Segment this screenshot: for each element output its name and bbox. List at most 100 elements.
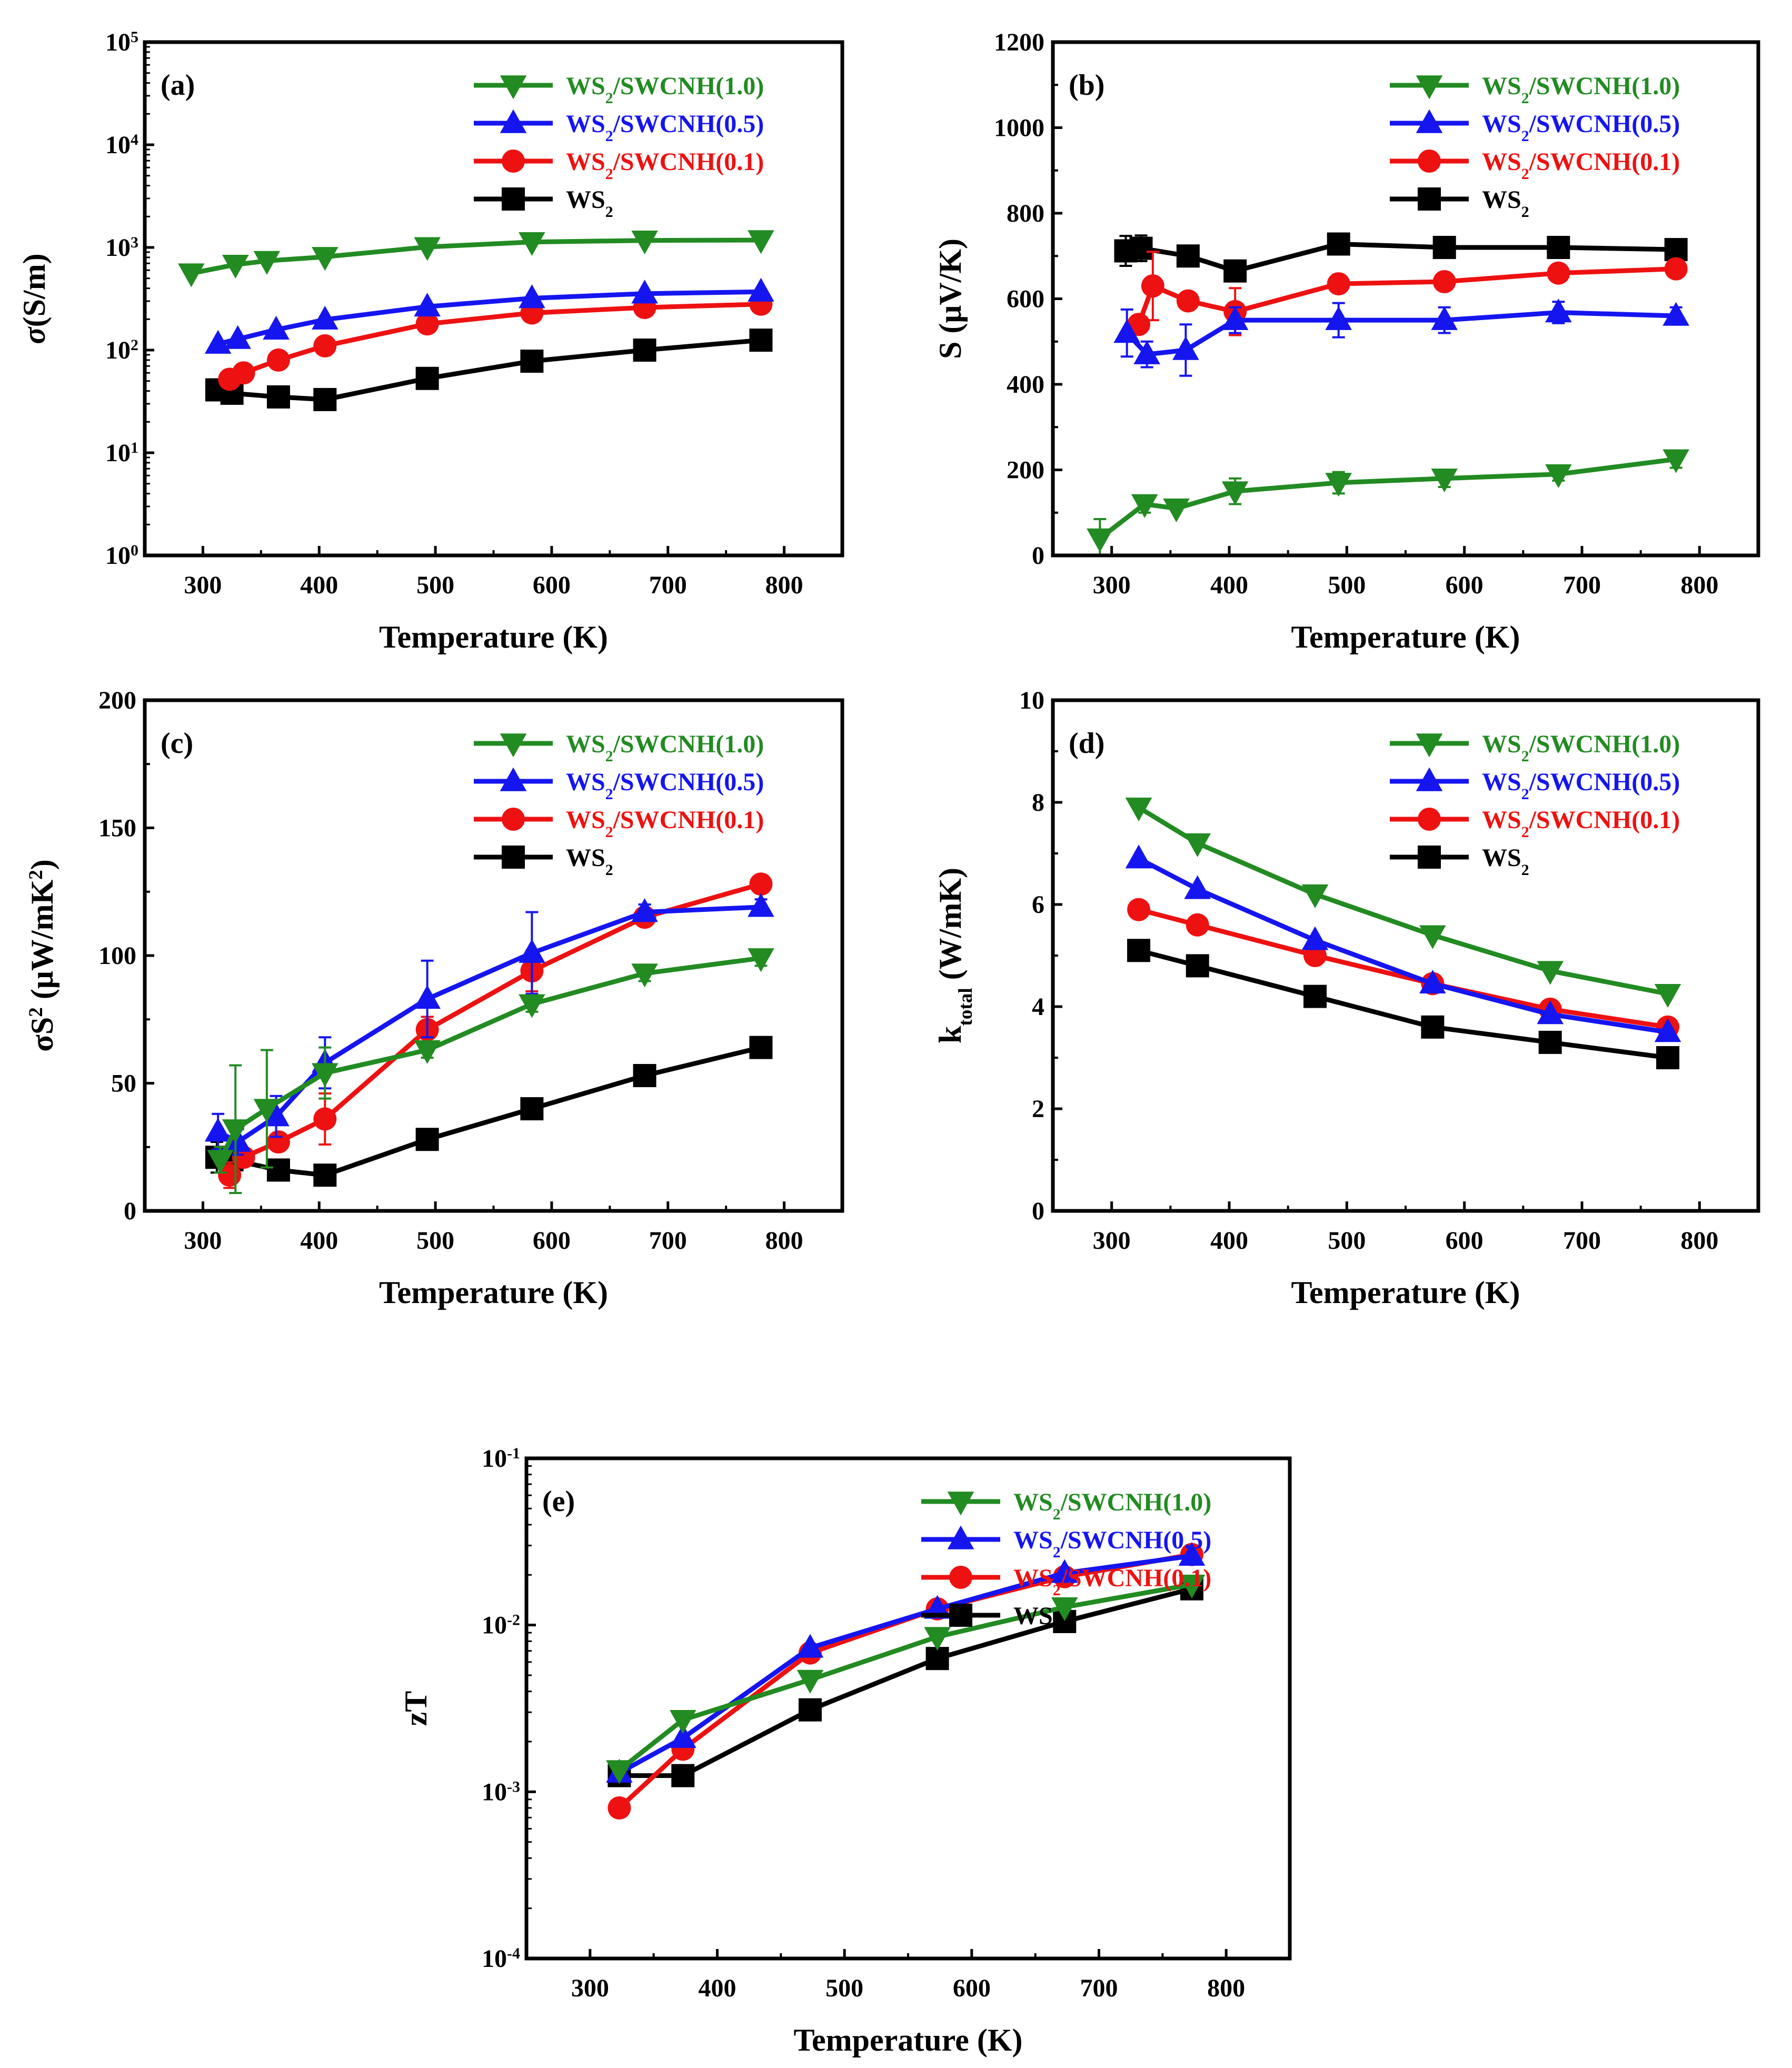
data-point xyxy=(1419,969,1446,994)
series-line xyxy=(216,337,761,402)
data-point xyxy=(253,1099,281,1123)
data-point xyxy=(1051,1597,1078,1622)
legend-marker xyxy=(500,767,527,791)
legend-label: WS2/SWCNH(0.5) xyxy=(566,110,764,145)
data-point xyxy=(1221,481,1249,505)
y-tick-label: 101 xyxy=(105,439,138,468)
data-point xyxy=(178,263,205,287)
data-point xyxy=(1186,954,1209,978)
data-point xyxy=(633,339,656,362)
legend-marker xyxy=(949,1566,972,1589)
data-point xyxy=(414,237,441,261)
legend: WS2/SWCNH(1.0)WS2/SWCNH(0.5)WS2/SWCNH(0.… xyxy=(921,1488,1211,1637)
legend-label: WS2/SWCNH(0.1) xyxy=(1482,806,1680,841)
x-tick-label: 300 xyxy=(1093,571,1131,599)
data-point xyxy=(204,1118,232,1142)
x-tick-label: 400 xyxy=(1210,571,1248,599)
x-tick-label: 600 xyxy=(1446,1227,1484,1255)
data-point xyxy=(1301,884,1329,908)
y-tick-label: 0 xyxy=(1032,1197,1044,1225)
y-tick-label: 600 xyxy=(1007,285,1044,313)
series-ws2-swcnh-0-1 xyxy=(218,292,773,391)
plot-frame xyxy=(524,1456,1292,1961)
data-point xyxy=(224,325,251,349)
y-tick-label: 103 xyxy=(105,234,138,262)
y-tick-label: 1200 xyxy=(994,28,1044,56)
data-point xyxy=(748,948,774,972)
data-point xyxy=(207,1150,234,1174)
legend-label: WS2/SWCNH(0.5) xyxy=(1013,1526,1211,1561)
data-point xyxy=(415,1128,439,1151)
y-tick-label: 10-1 xyxy=(482,1445,520,1473)
data-point xyxy=(1184,833,1211,857)
data-point xyxy=(1301,926,1329,950)
panel-label: (a) xyxy=(161,69,195,102)
series-ws2 xyxy=(608,1577,1203,1787)
y-tick-label: 105 xyxy=(105,28,138,57)
legend-marker xyxy=(1416,767,1443,791)
x-tick-label: 500 xyxy=(1328,1227,1366,1255)
data-point xyxy=(266,1158,290,1182)
legend-marker xyxy=(1418,846,1441,869)
legend-label: WS2/SWCNH(0.1) xyxy=(566,806,764,841)
data-point xyxy=(1662,302,1689,326)
y-tick-label: 200 xyxy=(98,687,136,714)
panel-b: 300 400 500 600 700 800 0 200 400 600 800 1000 1200 (… xyxy=(933,28,1760,654)
legend: WS2/SWCNH(1.0)WS2/SWCNH(0.5)WS2/SWCNH(0.… xyxy=(474,72,764,221)
y-tick-label: 0 xyxy=(124,1197,136,1225)
data-point xyxy=(519,994,545,1018)
data-point xyxy=(1129,236,1153,260)
legend-marker xyxy=(947,1525,974,1549)
x-tick-label: 400 xyxy=(300,571,338,599)
x-axis-label: Temperature (K) xyxy=(794,2023,1023,2057)
y-tick-label: 400 xyxy=(1007,371,1044,399)
data-point xyxy=(313,1107,337,1131)
series-ws2-swcnh-1-0 xyxy=(207,948,774,1195)
data-point xyxy=(266,385,290,409)
data-point xyxy=(797,1634,824,1658)
y-tick-label: 10-3 xyxy=(482,1778,520,1806)
legend-label: WS2 xyxy=(1013,1602,1061,1637)
data-point xyxy=(311,247,339,271)
series-ws2-swcnh-0-5 xyxy=(204,277,774,354)
legend-label: WS2/SWCNH(1.0) xyxy=(1482,72,1680,107)
series-ws2-swcnh-0-5 xyxy=(1113,299,1689,377)
legend-label: WS2/SWCNH(0.5) xyxy=(1482,110,1680,145)
data-point xyxy=(520,1097,544,1120)
legend: WS2/SWCNH(1.0)WS2/SWCNH(0.5)WS2/SWCNH(0.… xyxy=(1390,730,1680,879)
data-point xyxy=(253,251,281,275)
data-point xyxy=(1303,985,1327,1008)
data-point xyxy=(749,1036,773,1059)
data-point xyxy=(669,1710,696,1734)
legend-label: WS2/SWCNH(0.5) xyxy=(566,768,764,803)
y-tick-label: 100 xyxy=(105,542,138,570)
series-ws2-swcnh-0-5 xyxy=(1125,844,1681,1042)
x-tick-label: 700 xyxy=(1563,571,1601,599)
data-point xyxy=(1051,1559,1078,1583)
x-tick-label: 800 xyxy=(765,1227,803,1255)
series-line xyxy=(1137,856,1668,1035)
x-tick-label: 600 xyxy=(533,1227,571,1255)
legend-marker xyxy=(502,187,525,211)
data-point xyxy=(797,1669,824,1694)
data-point xyxy=(798,1698,822,1722)
data-point xyxy=(749,872,773,896)
plot-frame xyxy=(1051,698,1760,1213)
data-point xyxy=(1127,939,1151,962)
data-point xyxy=(415,312,439,336)
legend-label: WS2/SWCNH(1.0) xyxy=(1482,730,1680,765)
data-point xyxy=(1547,236,1570,259)
panel-d: 300 400 500 600 700 800 0 2 4 6 8 10 (d) WS2/SWCNH(1.… xyxy=(933,687,1760,1310)
legend-marker xyxy=(502,808,525,831)
x-tick-label: 300 xyxy=(1093,1227,1131,1255)
series-line xyxy=(1125,242,1676,274)
series-ws2 xyxy=(205,329,773,411)
data-point xyxy=(1662,449,1689,473)
x-tick-label: 500 xyxy=(416,571,454,599)
legend-marker xyxy=(947,1492,974,1516)
x-tick-label: 700 xyxy=(1563,1227,1601,1255)
y-tick-label: 200 xyxy=(1007,456,1044,484)
data-point xyxy=(748,893,774,917)
data-point xyxy=(1431,469,1458,493)
